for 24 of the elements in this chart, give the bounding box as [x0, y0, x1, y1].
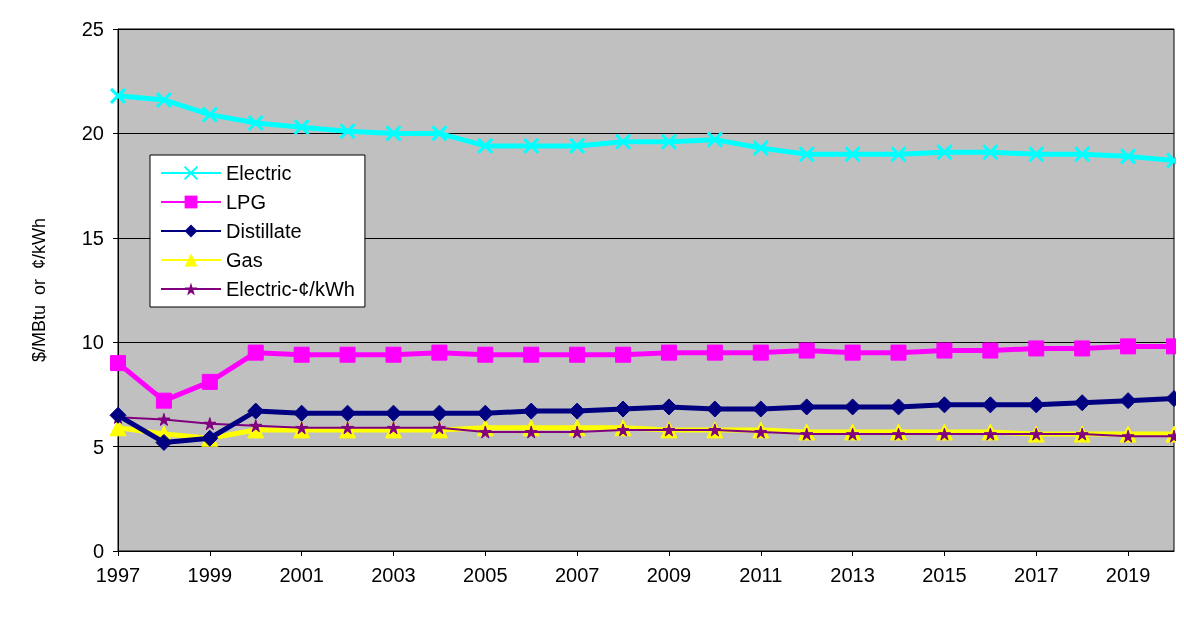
- x-tick-label: 2013: [830, 564, 875, 586]
- x-tick-label: 2009: [646, 564, 692, 586]
- legend-label: Distillate: [226, 220, 302, 242]
- x-tick-label: 2015: [922, 564, 967, 586]
- y-axis-title: $/MBtu or ¢/kWh: [29, 217, 49, 363]
- y-tick-label: 25: [81, 18, 104, 40]
- y-tick-label: 0: [92, 540, 104, 562]
- legend-label: LPG: [226, 191, 267, 213]
- legend-label: Electric-¢/kWh: [226, 278, 355, 300]
- y-tick-label: 15: [81, 226, 104, 249]
- x-tick-label: 2017: [1014, 564, 1059, 586]
- legend-label: Electric: [226, 162, 292, 184]
- x-tick-label: 2011: [739, 564, 783, 586]
- x-tick-label: 2001: [279, 564, 324, 586]
- x-tick-label: 1997: [95, 564, 141, 586]
- x-tick-label: 2007: [554, 564, 600, 586]
- x-tick-label: 2003: [371, 564, 416, 586]
- x-tick-label: 2005: [463, 564, 508, 586]
- legend-label: Gas: [226, 249, 263, 271]
- x-tick-label: 2019: [1105, 564, 1151, 586]
- y-tick-label: 10: [81, 331, 104, 354]
- x-tick-label: 1999: [187, 564, 233, 586]
- y-tick-label: 20: [81, 122, 104, 145]
- y-tick-label: 5: [92, 435, 104, 458]
